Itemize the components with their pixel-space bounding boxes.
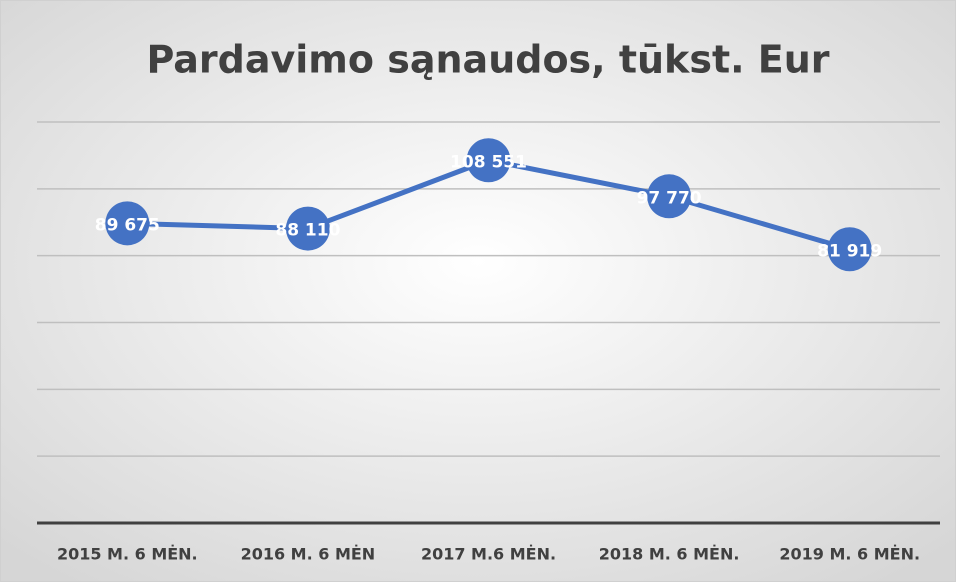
data-label: 97 770 bbox=[637, 188, 702, 208]
data-label: 81 919 bbox=[817, 241, 882, 261]
data-label: 88 110 bbox=[275, 221, 340, 241]
marker bbox=[827, 227, 872, 272]
x-tick-label: 2019 M. 6 MĖN. bbox=[779, 545, 920, 564]
x-tick-label: 2015 M. 6 MĖN. bbox=[57, 545, 198, 564]
marker bbox=[285, 206, 330, 251]
marker bbox=[647, 174, 692, 219]
x-tick-label: 2018 M. 6 MĖN. bbox=[599, 545, 740, 564]
x-tick-label: 2016 M. 6 MĖN bbox=[241, 545, 376, 564]
marker bbox=[105, 201, 150, 246]
data-label: 108 551 bbox=[450, 152, 527, 172]
x-tick-label: 2017 M.6 MĖN. bbox=[421, 545, 556, 564]
data-label: 89 675 bbox=[95, 215, 160, 235]
chart-title: Pardavimo sąnaudos, tūkst. Eur bbox=[146, 38, 829, 82]
marker bbox=[466, 138, 511, 183]
